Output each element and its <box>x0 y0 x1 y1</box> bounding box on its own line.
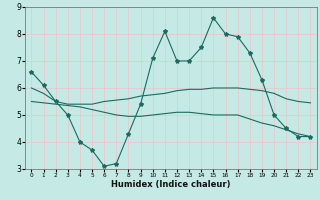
X-axis label: Humidex (Indice chaleur): Humidex (Indice chaleur) <box>111 180 231 189</box>
